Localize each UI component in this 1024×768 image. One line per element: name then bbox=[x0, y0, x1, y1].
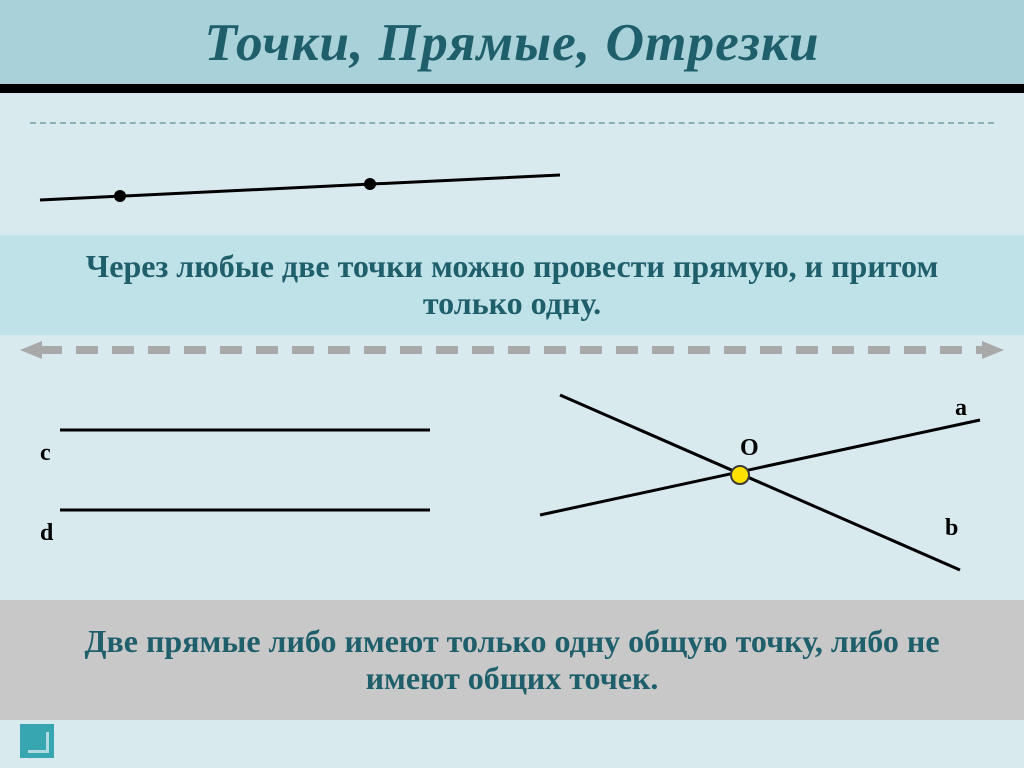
arrowhead-right-icon bbox=[982, 341, 1004, 359]
label-d: d bbox=[40, 520, 54, 546]
axiom-1-text: Через любые две точки можно провести пря… bbox=[60, 248, 964, 322]
slide-root: Точки, Прямые, Отрезки Через любые две т… bbox=[0, 0, 1024, 768]
title-underline bbox=[0, 84, 1024, 94]
slide-title: Точки, Прямые, Отрезки bbox=[204, 11, 819, 73]
line-b bbox=[560, 395, 960, 570]
point-2 bbox=[364, 178, 376, 190]
figures-mid-svg: c d a b O bbox=[0, 360, 1024, 600]
label-o: O bbox=[740, 435, 759, 461]
title-band: Точки, Прямые, Отрезки bbox=[0, 0, 1024, 84]
axiom-1-band: Через любые две точки можно провести пря… bbox=[0, 235, 1024, 335]
label-a: a bbox=[955, 395, 967, 421]
footer-accent-icon bbox=[20, 724, 54, 758]
dashed-arrow-svg bbox=[20, 338, 1004, 362]
axiom-2-text: Две прямые либо имеют только одну общую … bbox=[60, 623, 964, 697]
arrowhead-left-icon bbox=[20, 341, 42, 359]
label-c: c bbox=[40, 440, 51, 466]
point-o bbox=[731, 466, 749, 484]
label-b: b bbox=[945, 515, 958, 541]
figures-mid-area: c d a b O bbox=[0, 360, 1024, 600]
axiom-2-band: Две прямые либо имеют только одну общую … bbox=[0, 600, 1024, 720]
point-1 bbox=[114, 190, 126, 202]
line-a bbox=[540, 420, 980, 515]
dashed-arrow-separator bbox=[20, 338, 1004, 362]
figure-line-two-points-svg bbox=[0, 115, 1024, 235]
figure-line-two-points bbox=[0, 115, 1024, 235]
